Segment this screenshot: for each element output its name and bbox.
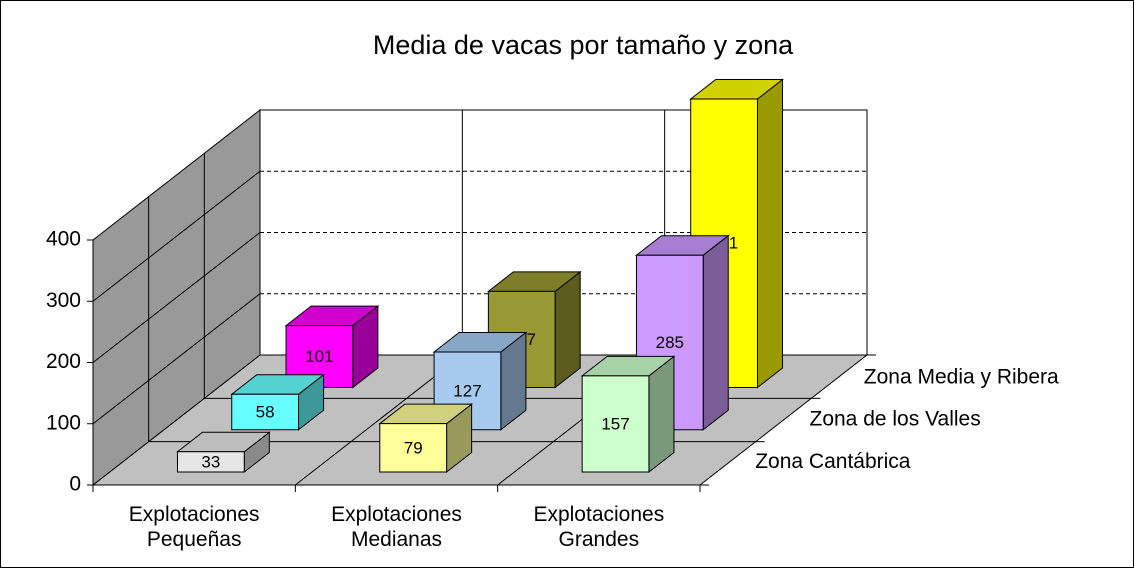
- y-tick-label: 100: [46, 411, 81, 434]
- y-tick-label: 300: [46, 289, 81, 312]
- series-label: Zona Media y Ribera: [864, 365, 1059, 388]
- bar-side: [554, 270, 581, 389]
- data-label: 157: [601, 414, 629, 433]
- y-tick-label: 400: [46, 228, 81, 251]
- bar: [231, 393, 300, 431]
- x-tick-label: Explotaciones Medianas: [331, 503, 462, 551]
- grid-line: [92, 232, 261, 363]
- data-label: 101: [305, 347, 333, 366]
- bar-side: [648, 355, 675, 474]
- y-tick-label: 0: [69, 473, 81, 496]
- series-label: Zona Cantábrica: [755, 450, 911, 473]
- bar-side: [702, 234, 729, 431]
- bar: [285, 325, 354, 388]
- chart-title: Media de vacas por tamaño y zona: [373, 30, 794, 60]
- floor-division: [148, 196, 756, 443]
- data-label: 285: [656, 333, 684, 352]
- x-tick-label: Explotaciones Grandes: [533, 503, 665, 551]
- bar: [176, 451, 245, 473]
- data-label: 79: [404, 438, 423, 457]
- data-label: 58: [256, 402, 275, 421]
- grid-line: [92, 293, 261, 425]
- data-label: 33: [201, 452, 220, 471]
- bar: [379, 423, 448, 473]
- x-tick-label: Explotaciones Pequeñas: [128, 503, 260, 551]
- bar: [581, 375, 650, 473]
- grid-line: [92, 170, 261, 302]
- y-tick-label: 200: [46, 350, 81, 373]
- data-label: 127: [453, 381, 481, 400]
- bar-side: [756, 78, 784, 389]
- series-label: Zona de los Valles: [810, 408, 981, 431]
